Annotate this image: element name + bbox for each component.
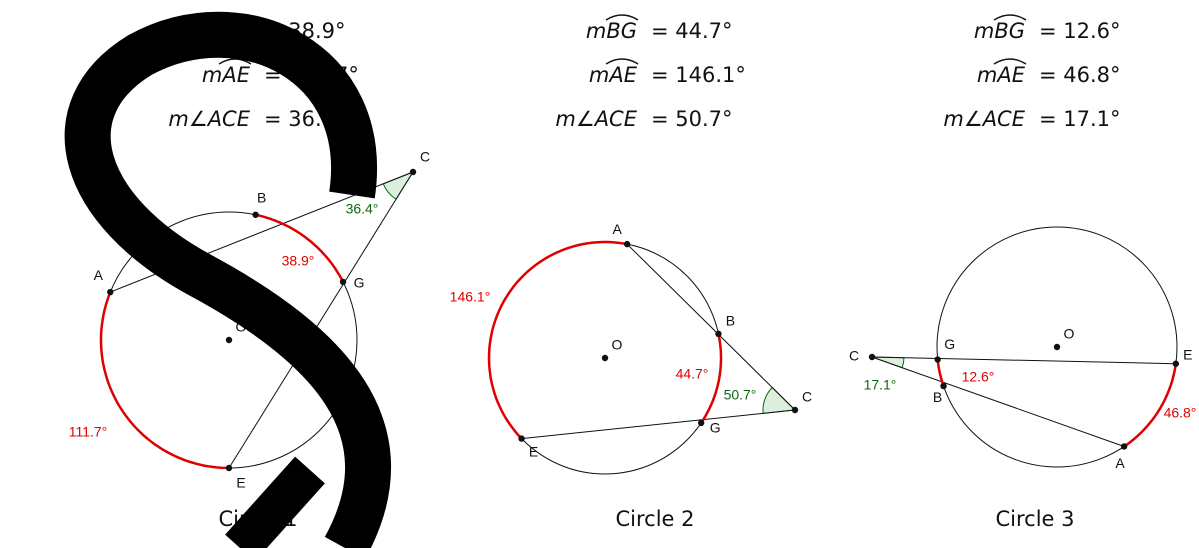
arc-label: 12.6° [962, 369, 995, 385]
secant [521, 409, 796, 440]
arc-label: 146.1° [450, 289, 491, 305]
point-label: O [612, 337, 623, 353]
red-arc [936, 359, 945, 387]
point [697, 419, 705, 427]
point-label: O [236, 319, 247, 335]
measure-value: = 12.6° [1039, 19, 1121, 43]
secant [228, 171, 414, 469]
arc-symbol [605, 58, 639, 65]
measure-name: m∠ACE [943, 107, 1025, 131]
point [1120, 443, 1128, 450]
caption: Circle 2 [615, 507, 694, 531]
measure-name: mBG [974, 19, 1025, 43]
arc-symbol [605, 14, 639, 21]
point-label: B [257, 190, 266, 206]
secant [871, 356, 1176, 365]
arc-label: 44.7° [676, 366, 709, 382]
point [518, 435, 525, 442]
point-label: O [1064, 326, 1075, 342]
caption: Circle 3 [995, 507, 1074, 531]
point-label: A [612, 221, 622, 237]
angle-label: 17.1° [864, 377, 897, 393]
point [107, 288, 114, 296]
point [791, 406, 799, 414]
red-arc [487, 240, 628, 440]
arc-label: 111.7° [69, 424, 108, 440]
measure-value: = 44.7° [651, 19, 733, 43]
point-label: C [802, 389, 812, 405]
arc-label: 46.8° [1164, 405, 1197, 421]
point-label: G [944, 336, 955, 352]
point-label: A [94, 267, 104, 283]
point [225, 336, 233, 344]
measure-value: = 146.1° [651, 63, 746, 87]
arc-symbol [993, 14, 1027, 21]
point [225, 464, 233, 472]
point [623, 240, 631, 248]
red-arc [1123, 363, 1178, 448]
point-label: C [849, 348, 859, 364]
overlay-stroke [225, 456, 325, 548]
measure-name: m∠ACE [555, 107, 637, 131]
arc-symbol [218, 58, 252, 65]
angle-wedge [762, 386, 797, 414]
secant [626, 243, 796, 411]
point-label: A [1115, 455, 1125, 471]
measure-value: = 17.1° [1039, 107, 1121, 131]
overlay-stroke [64, 11, 392, 548]
point [1053, 343, 1061, 351]
point [868, 353, 876, 361]
measure-value: = 50.7° [651, 107, 733, 131]
red-arc [99, 291, 230, 470]
measure-name: mAE [202, 63, 251, 87]
red-arc [255, 213, 345, 283]
point-label: C [420, 149, 430, 165]
point [409, 168, 417, 176]
point [934, 356, 941, 363]
point-label: G [710, 420, 721, 436]
angle-label: 50.7° [724, 387, 757, 403]
point-label: G [354, 275, 365, 291]
measure-value: = 46.8° [1039, 63, 1121, 87]
point [1172, 360, 1180, 367]
point-label: B [726, 313, 735, 329]
arc-label: 38.9° [282, 253, 315, 269]
point-label: E [236, 475, 245, 491]
red-arc [700, 333, 723, 424]
point-label: E [1183, 346, 1192, 362]
measure-name: m∠ACE [168, 107, 250, 131]
circle [936, 226, 1178, 468]
angle-label: 36.4° [346, 201, 379, 217]
point-label: E [529, 443, 538, 459]
arc-symbol [993, 58, 1027, 65]
measure-name: mAE [589, 63, 638, 87]
point [252, 211, 259, 218]
point [940, 382, 947, 390]
measure-name: mAE [977, 63, 1026, 87]
point [715, 330, 722, 338]
point-label: B [933, 389, 942, 405]
point [339, 278, 347, 286]
secant [871, 356, 1125, 447]
point [601, 354, 609, 362]
measure-name: mBG [586, 19, 637, 43]
